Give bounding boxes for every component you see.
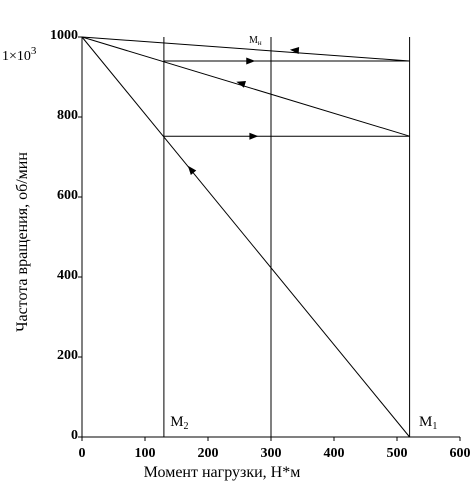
y-tick-label-5: 1000 (50, 28, 78, 43)
characteristic-line-1 (81, 36, 410, 137)
y-tick-label-0: 0 (71, 428, 78, 443)
x-tick-label-0: 0 (79, 446, 86, 461)
x-tick-label-4: 400 (324, 446, 345, 461)
y-tick-label-1: 200 (57, 348, 78, 363)
y-axis-multiplier: 1×103 (2, 45, 37, 64)
annotation-subscript-0: н (258, 39, 262, 47)
y-tick-label-2: 400 (57, 268, 78, 283)
data-lines (81, 36, 410, 438)
characteristic-line-0 (81, 36, 410, 438)
x-axis-ticks: 0 100 200 300 400 500 600 (79, 437, 471, 461)
y-axis-title: Частота вращения, об/мин (14, 152, 31, 332)
y-multiplier-exponent: 3 (31, 45, 37, 57)
x-axis-title: Момент нагрузки, Н*м (144, 464, 301, 481)
x-tick-label-6: 600 (450, 446, 471, 461)
direction-arrow-0 (289, 46, 300, 54)
characteristic-line-2 (81, 36, 410, 62)
annotation-1: M2 (170, 414, 188, 432)
y-axis-ticks: 0 200 400 600 800 1000 (50, 28, 82, 443)
annotation-2: M1 (419, 414, 437, 432)
annotation-subscript-1: 2 (184, 421, 189, 432)
direction-arrow-1 (236, 81, 246, 88)
direction-arrow-2 (187, 165, 197, 175)
plot-area (81, 37, 460, 438)
y-tick-label-4: 800 (57, 108, 78, 123)
x-tick-label-1: 100 (135, 446, 156, 461)
y-tick-label-3: 600 (57, 188, 78, 203)
annotations: Mн M2 M1 (170, 35, 437, 432)
x-tick-label-3: 300 (261, 446, 282, 461)
x-tick-label-5: 500 (387, 446, 408, 461)
transition-arrow-0 (246, 57, 256, 65)
annotation-0: Mн (249, 35, 262, 47)
annotation-subscript-2: 1 (432, 421, 437, 432)
transition-arrow-1 (249, 132, 259, 140)
x-tick-label-2: 200 (198, 446, 219, 461)
